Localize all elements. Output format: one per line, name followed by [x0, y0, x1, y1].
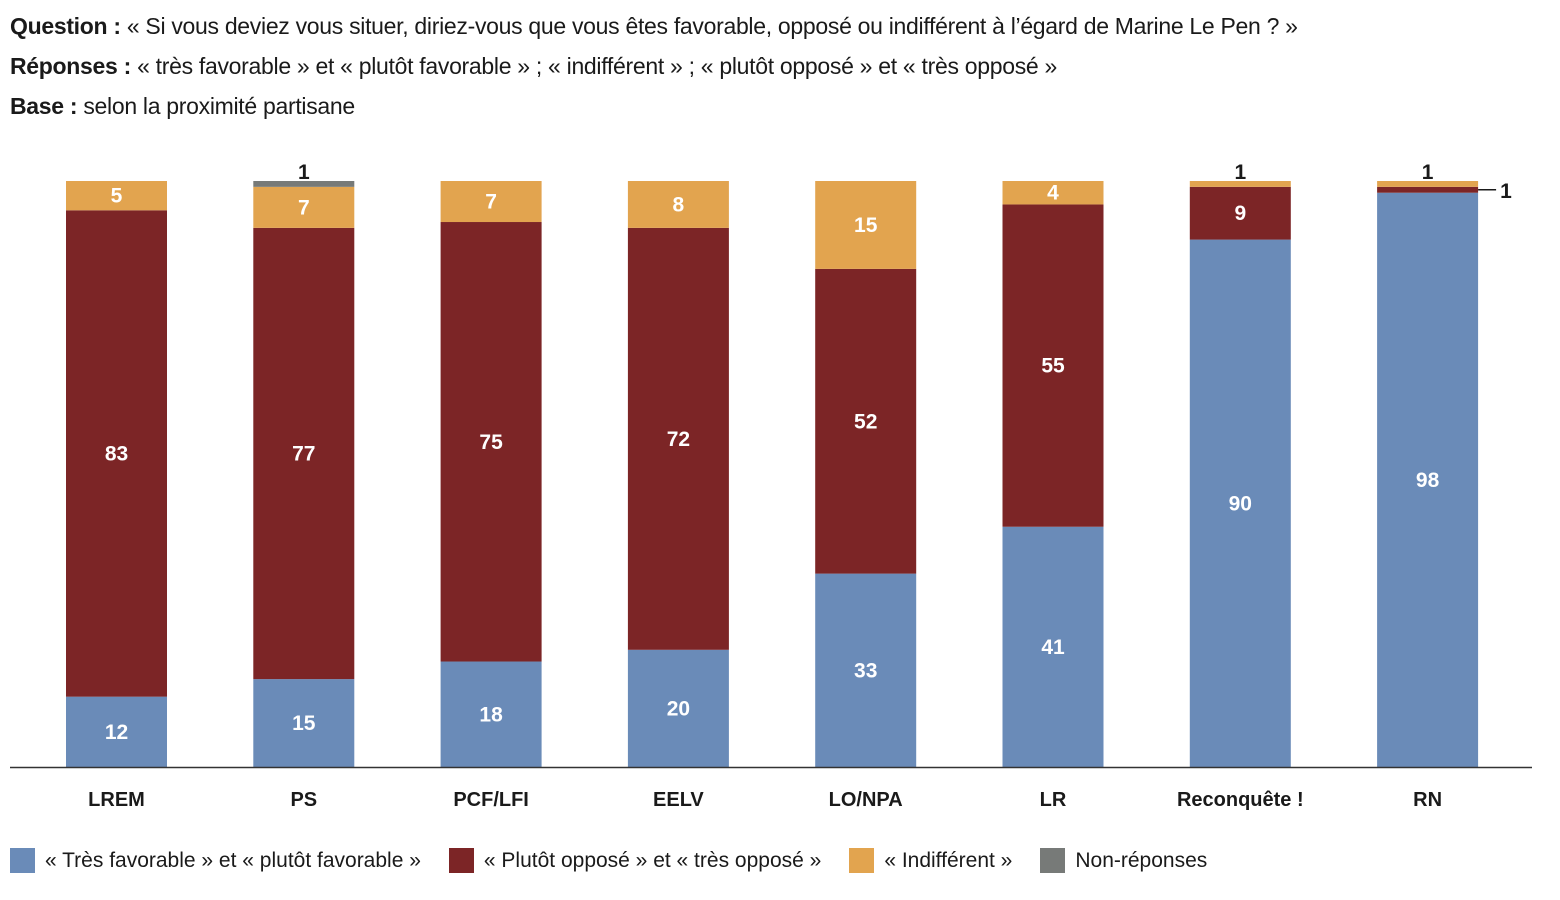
data-label-eelv-indifferent: 8 [673, 193, 685, 216]
legend-item-non-reponses: Non-réponses [1040, 848, 1207, 873]
bar-segment-pcf-lfi-oppose [440, 222, 542, 662]
data-label-lrem-favorable: 12 [105, 721, 128, 744]
category-label-eelv: EELV [653, 789, 704, 811]
question-line: Question : « Si vous deviez vous situer,… [10, 6, 1298, 46]
legend-label-non-reponses: Non-réponses [1075, 848, 1208, 872]
bar-segment-lr-indifferent [1002, 181, 1104, 205]
bar-segment-eelv-favorable [627, 649, 729, 767]
question-label: Question : [10, 13, 121, 39]
bar-segment-eelv-indifferent [627, 181, 729, 228]
bar-segment-ps-oppose [253, 227, 355, 680]
data-label-lrem-oppose: 83 [105, 442, 128, 465]
responses-line: Réponses : « très favorable » et « plutô… [10, 46, 1298, 86]
data-label-reconqu-te-indifferent: 1 [1234, 161, 1246, 184]
category-label-lrem: LREM [88, 789, 145, 811]
legend-swatch-oppose [448, 848, 474, 873]
category-label-rn: RN [1413, 789, 1442, 811]
responses-label: Réponses : [10, 53, 131, 79]
bar-segment-ps-non-reponses [253, 181, 355, 187]
data-label-reconqu-te-favorable: 90 [1229, 492, 1252, 515]
legend-item-favorable: « Très favorable » et « plutôt favorable… [10, 848, 421, 873]
bar-segment-pcf-lfi-indifferent [440, 181, 542, 223]
bar-segment-rn-favorable [1377, 192, 1479, 768]
bar-segment-ps-favorable [253, 679, 355, 767]
bar-segment-reconqu-te-oppose [1189, 186, 1291, 240]
responses-text: « très favorable » et « plutôt favorable… [130, 53, 1057, 79]
data-label-ps-indifferent: 7 [298, 196, 310, 219]
data-label-lo-npa-indifferent: 15 [854, 214, 878, 237]
legend-swatch-non-reponses [1040, 848, 1066, 873]
bar-segment-lr-oppose [1002, 204, 1104, 527]
data-label-lr-indifferent: 4 [1047, 182, 1059, 205]
data-label-ps-favorable: 15 [292, 712, 316, 735]
legend-swatch-favorable [10, 848, 35, 873]
bar-segment-lr-favorable [1002, 526, 1104, 767]
legend-label-favorable: « Très favorable » et « plutôt favorable… [45, 848, 421, 872]
question-text: « Si vous deviez vous situer, diriez-vou… [120, 13, 1298, 39]
data-label-eelv-favorable: 20 [667, 697, 690, 720]
bar-segment-rn-indifferent [1377, 181, 1479, 187]
data-label-lo-npa-favorable: 33 [854, 659, 877, 682]
legend-label-oppose: « Plutôt opposé » et « très opposé » [483, 848, 822, 872]
category-label-lr: LR [1040, 789, 1067, 811]
bar-segment-eelv-oppose [627, 227, 729, 650]
data-label-eelv-oppose: 72 [667, 428, 690, 451]
data-label-ps-non-reponses: 1 [298, 161, 310, 184]
data-label-rn-oppose: 1 [1500, 180, 1512, 203]
bar-segment-lo-npa-oppose [815, 268, 917, 574]
data-label-pcf-lfi-favorable: 18 [479, 703, 503, 726]
data-label-reconqu-te-oppose: 9 [1234, 202, 1246, 225]
data-label-lo-npa-oppose: 52 [854, 410, 877, 433]
category-label-pcf-lfi: PCF/LFI [453, 789, 529, 811]
bar-segment-lo-npa-favorable [815, 573, 917, 767]
bar-segment-lrem-indifferent [66, 181, 167, 211]
legend-label-indifferent: « Indifférent » [884, 848, 1013, 872]
legend-item-indifferent: « Indifférent » [849, 848, 1012, 873]
bar-segment-reconqu-te-indifferent [1189, 181, 1291, 187]
legend: « Très favorable » et « plutôt favorable… [10, 848, 1235, 873]
legend-swatch-indifferent [849, 848, 875, 873]
data-label-lr-favorable: 41 [1041, 636, 1065, 659]
bar-segment-rn-oppose [1377, 186, 1479, 193]
chart-header: Question : « Si vous deviez vous situer,… [10, 6, 1298, 126]
data-label-pcf-lfi-oppose: 75 [479, 431, 503, 454]
base-label: Base : [10, 93, 78, 119]
data-label-rn-favorable: 98 [1416, 469, 1440, 492]
bar-segment-lrem-oppose [66, 210, 167, 697]
data-label-rn-indifferent: 1 [1422, 161, 1434, 184]
bar-segment-reconqu-te-favorable [1189, 239, 1291, 768]
base-line: Base : selon la proximité partisane [10, 86, 1298, 126]
base-text: selon la proximité partisane [77, 93, 355, 119]
category-label-ps: PS [290, 789, 317, 811]
category-label-lo-npa: LO/NPA [829, 789, 903, 811]
legend-item-oppose: « Plutôt opposé » et « très opposé » [448, 848, 822, 873]
bar-segment-lo-npa-indifferent [815, 181, 917, 269]
data-label-pcf-lfi-indifferent: 7 [485, 191, 497, 214]
bar-segment-ps-indifferent [253, 186, 355, 228]
category-label-reconqu-te: Reconquête ! [1177, 789, 1304, 811]
data-label-ps-oppose: 77 [292, 442, 315, 465]
bar-segment-lrem-favorable [66, 696, 167, 767]
bar-segment-pcf-lfi-favorable [440, 661, 542, 767]
data-label-lr-oppose: 55 [1041, 355, 1065, 378]
data-label-lrem-indifferent: 5 [111, 185, 123, 208]
